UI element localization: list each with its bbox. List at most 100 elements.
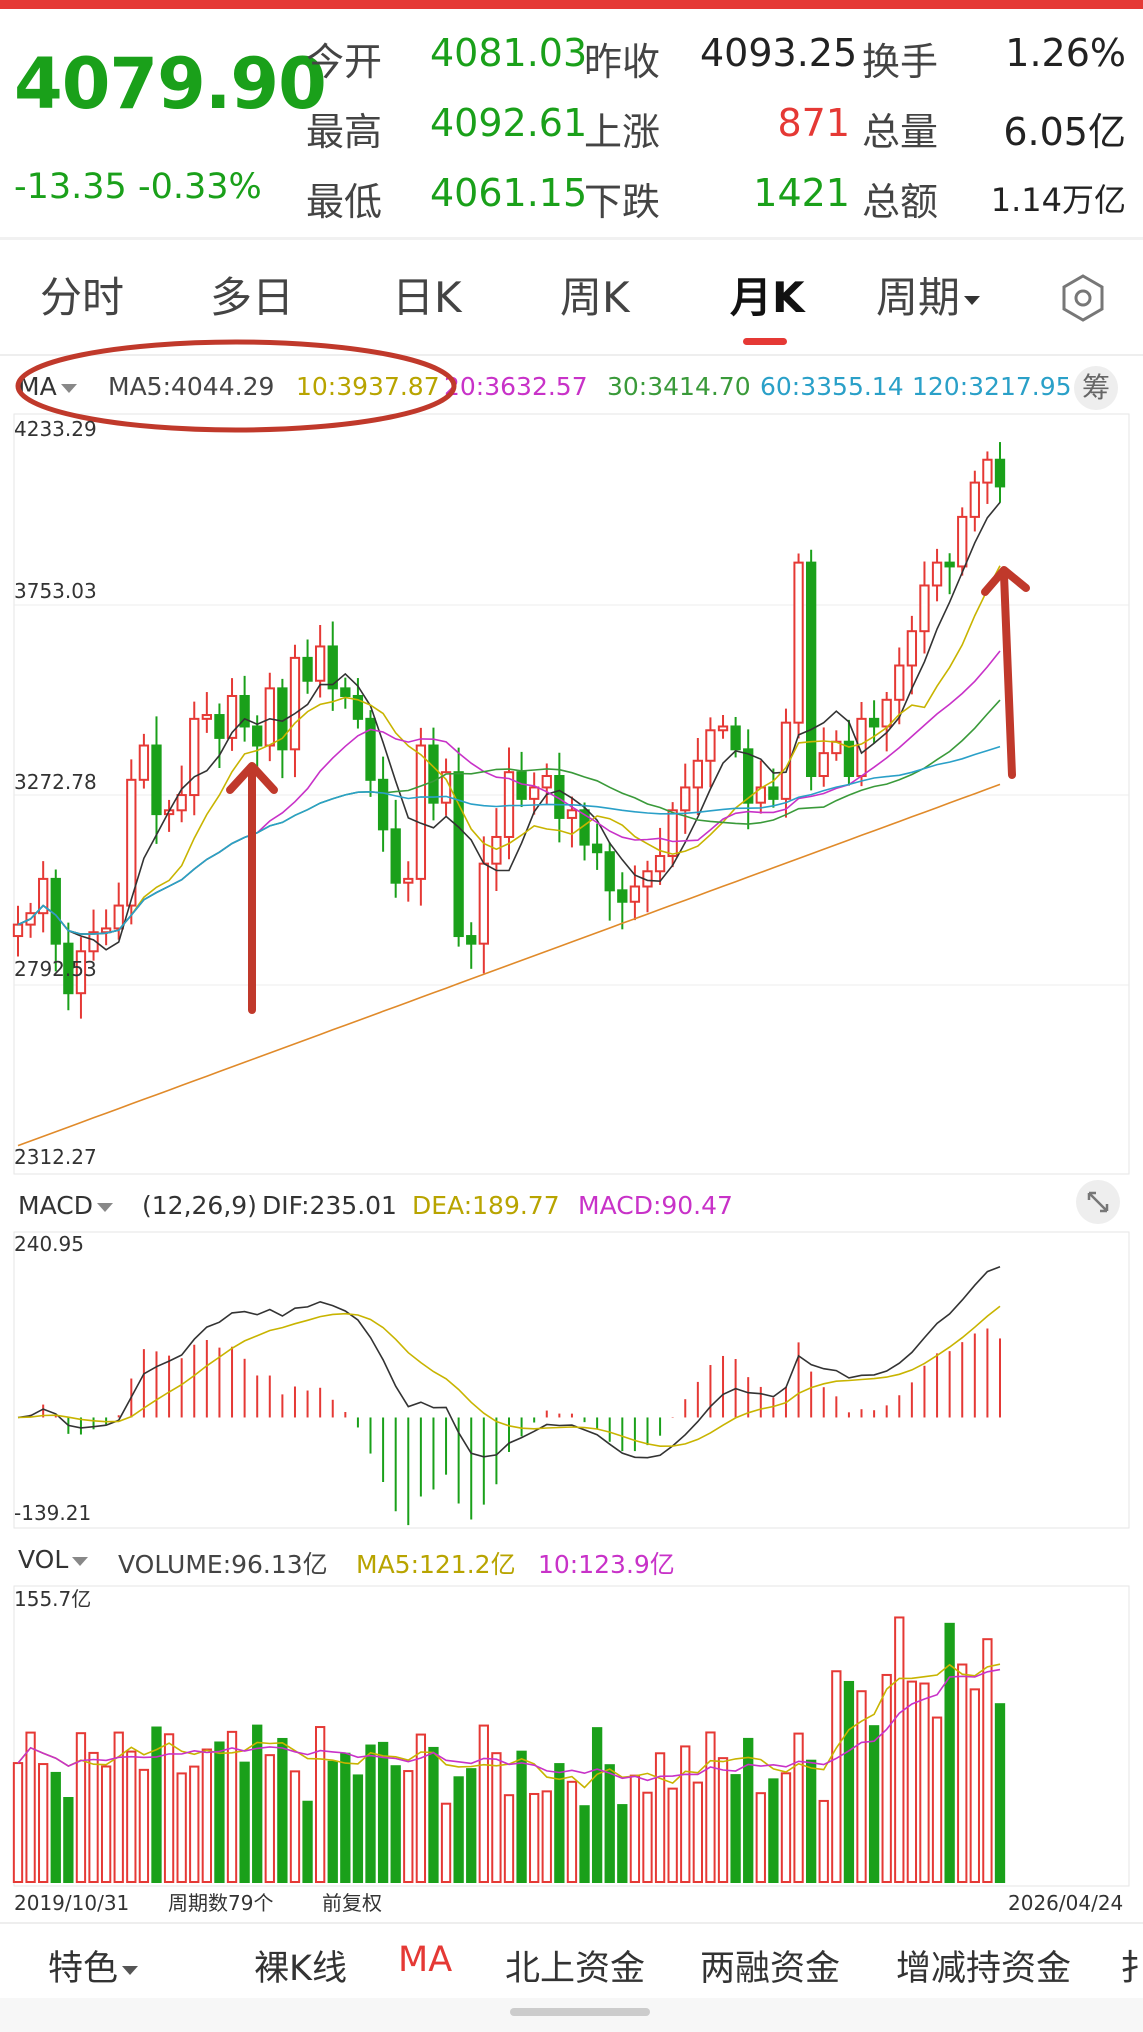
candle-up — [314, 645, 326, 682]
chevron-down-icon — [96, 1202, 113, 1212]
volume-bar — [604, 1764, 615, 1883]
volume-bar — [680, 1745, 691, 1884]
volume-bar — [478, 1724, 489, 1883]
volume-bar — [579, 1805, 590, 1883]
volume-bar — [415, 1733, 427, 1883]
candle-up — [189, 717, 200, 797]
volume-bar — [50, 1771, 61, 1884]
ma60-value: 60:3355.14 — [760, 372, 904, 401]
candle-up — [931, 561, 943, 587]
active-tab-indicator — [743, 338, 787, 345]
volume-bar — [352, 1774, 364, 1883]
settings-hexagon-icon[interactable] — [1058, 273, 1108, 323]
candle-down — [50, 877, 61, 945]
candle-up — [176, 794, 187, 812]
ma-button[interactable]: MA — [398, 1940, 453, 1980]
macd-params: (12,26,9) — [142, 1191, 257, 1220]
volume-bar — [843, 1680, 855, 1884]
margin-funds-button[interactable]: 两融资金 — [700, 1949, 841, 1989]
candle-down — [365, 717, 376, 781]
prev-close-value: 4093.25 — [700, 31, 858, 75]
volume-bar — [705, 1731, 716, 1883]
candle-up — [969, 481, 980, 518]
chip-distribution-button[interactable]: 筹 — [1074, 366, 1118, 410]
holding-change-button[interactable]: 增减持资金 — [896, 1949, 1072, 1989]
volume-bar — [554, 1763, 565, 1883]
candle-down — [302, 656, 313, 682]
high-value: 4092.61 — [430, 101, 588, 145]
tab-weekly-k[interactable]: 周K — [560, 273, 630, 322]
tab-intraday[interactable]: 分时 — [40, 273, 125, 322]
ma10-line — [17, 565, 1001, 935]
macd-dif-value: DIF:235.01 — [262, 1191, 397, 1220]
decliners-label: 下跌 — [584, 180, 661, 224]
volume-bar — [667, 1787, 678, 1884]
expand-chart-button[interactable] — [1076, 1180, 1120, 1224]
candle-down — [944, 561, 955, 568]
candle-down — [63, 942, 74, 995]
adjust-mode: 前复权 — [322, 1891, 382, 1915]
total-volume-label: 总量 — [862, 110, 939, 154]
candle-down — [252, 725, 263, 747]
volume-bar — [529, 1792, 540, 1884]
more-tab-partial[interactable]: 扌 — [1120, 1949, 1143, 1989]
candle-up — [717, 725, 729, 732]
volume-bar — [264, 1754, 275, 1884]
chevron-down-icon — [964, 296, 981, 305]
volume-bar — [289, 1770, 301, 1884]
candle-up — [906, 630, 918, 667]
volume-bar — [831, 1670, 842, 1884]
candle-up — [415, 744, 427, 880]
macd-indicator-selector[interactable]: MACD — [18, 1191, 113, 1220]
volume-bar — [403, 1770, 414, 1883]
tab-monthly-k[interactable]: 月K — [730, 273, 805, 322]
candle-down — [730, 725, 741, 751]
candle-up — [793, 561, 804, 724]
volume-bar — [340, 1752, 351, 1883]
home-bar — [510, 2008, 650, 2016]
candle-up — [201, 714, 213, 720]
volume-bar — [176, 1772, 187, 1883]
vol-panel-frame — [13, 1585, 1130, 1887]
volume-bar — [780, 1772, 792, 1883]
volume-bar — [126, 1750, 137, 1884]
tab-daily-k[interactable]: 日K — [392, 273, 462, 322]
feature-dropdown[interactable]: 特色 — [48, 1940, 139, 1991]
volume-bar — [151, 1726, 162, 1884]
candle-down — [743, 748, 754, 804]
candle-up — [692, 759, 704, 789]
total-amount-label: 总额 — [862, 180, 939, 224]
volume-value: VOLUME:96.13亿 — [118, 1550, 328, 1579]
candle-up — [75, 950, 87, 995]
ma60-line — [17, 745, 1001, 935]
macd-dea-line — [17, 1305, 1001, 1448]
tab-period-dropdown[interactable]: 周期 — [876, 264, 981, 325]
ma30-value: 30:3414.70 — [607, 372, 751, 401]
volume-bar — [12, 1762, 24, 1884]
volume-bar — [919, 1682, 930, 1883]
candle-down — [868, 717, 880, 728]
high-label: 最高 — [306, 110, 383, 154]
volume-bar — [440, 1802, 452, 1884]
candle-down — [239, 694, 250, 728]
macd-panel-frame — [13, 1231, 1130, 1529]
period-count: 周期数79个 — [168, 1891, 273, 1915]
candle-down — [466, 935, 477, 945]
vol-ma10-value: 10:123.9亿 — [538, 1550, 675, 1579]
volume-bar — [969, 1688, 980, 1884]
volume-bar — [365, 1744, 376, 1884]
northbound-funds-button[interactable]: 北上资金 — [505, 1949, 646, 1989]
naked-k-button[interactable]: 裸K线 — [254, 1949, 347, 1989]
volume-bar — [201, 1748, 213, 1883]
kline-chart[interactable]: 4233.29 3753.03 3272.78 2792.53 2312.27 … — [0, 0, 1143, 1920]
ma120-line — [17, 783, 1001, 1147]
tab-multi-day[interactable]: 多日 — [210, 273, 295, 322]
turnover-rate-value: 1.26% — [1005, 31, 1126, 75]
candle-down — [768, 786, 779, 800]
vol-indicator-selector[interactable]: VOL — [18, 1545, 89, 1574]
volume-bar — [88, 1751, 99, 1883]
volume-bar — [692, 1781, 704, 1884]
ma10-value: 10:3937.87 — [296, 372, 440, 401]
indicator-toolbar: 特色 裸K线 MA 北上资金 两融资金 增减持资金 扌 — [0, 1928, 1143, 1998]
candle-down — [390, 828, 401, 884]
